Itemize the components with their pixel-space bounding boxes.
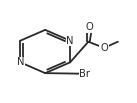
Text: O: O bbox=[86, 22, 93, 32]
Text: Br: Br bbox=[79, 69, 90, 79]
Text: O: O bbox=[100, 43, 108, 53]
Text: N: N bbox=[17, 57, 24, 67]
Text: N: N bbox=[66, 36, 74, 46]
